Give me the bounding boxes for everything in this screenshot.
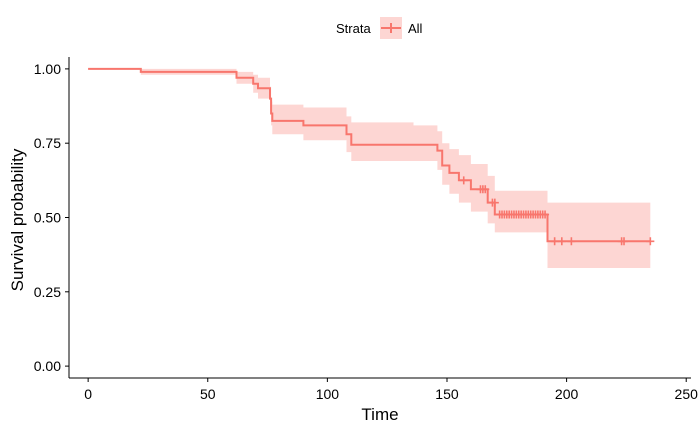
censor-mark [481, 185, 490, 194]
legend-entry-all: All [408, 21, 423, 36]
censor-mark [646, 237, 655, 246]
legend-title: Strata [336, 21, 371, 36]
x-ticks: 0 50 100 150 200 250 [84, 378, 698, 402]
y-tick-label: 0.25 [34, 284, 61, 300]
confidence-band-layer [88, 68, 651, 269]
y-tick-label: 0.75 [34, 135, 61, 151]
confidence-band [88, 68, 651, 269]
y-tick-label: 0.00 [34, 358, 61, 374]
censor-mark [567, 237, 576, 246]
censor-mark [459, 176, 468, 185]
legend: Strata All [336, 17, 423, 39]
y-tick-label: 0.50 [34, 210, 61, 226]
censor-mark [557, 237, 566, 246]
x-tick-label: 250 [675, 386, 699, 402]
censor-mark [620, 237, 629, 246]
y-ticks: 0.00 0.25 0.50 0.75 1.00 [34, 61, 69, 374]
x-tick-label: 0 [84, 386, 92, 402]
y-axis-title: Survival probability [8, 148, 27, 291]
x-tick-label: 50 [200, 386, 216, 402]
censor-mark [490, 198, 499, 207]
x-axis-title: Time [361, 405, 398, 424]
y-tick-label: 1.00 [34, 61, 61, 77]
x-tick-label: 150 [435, 386, 459, 402]
censor-marks-layer [459, 176, 655, 246]
x-tick-label: 100 [316, 386, 340, 402]
censor-mark [550, 237, 559, 246]
x-tick-label: 200 [555, 386, 579, 402]
censor-mark [541, 210, 550, 219]
